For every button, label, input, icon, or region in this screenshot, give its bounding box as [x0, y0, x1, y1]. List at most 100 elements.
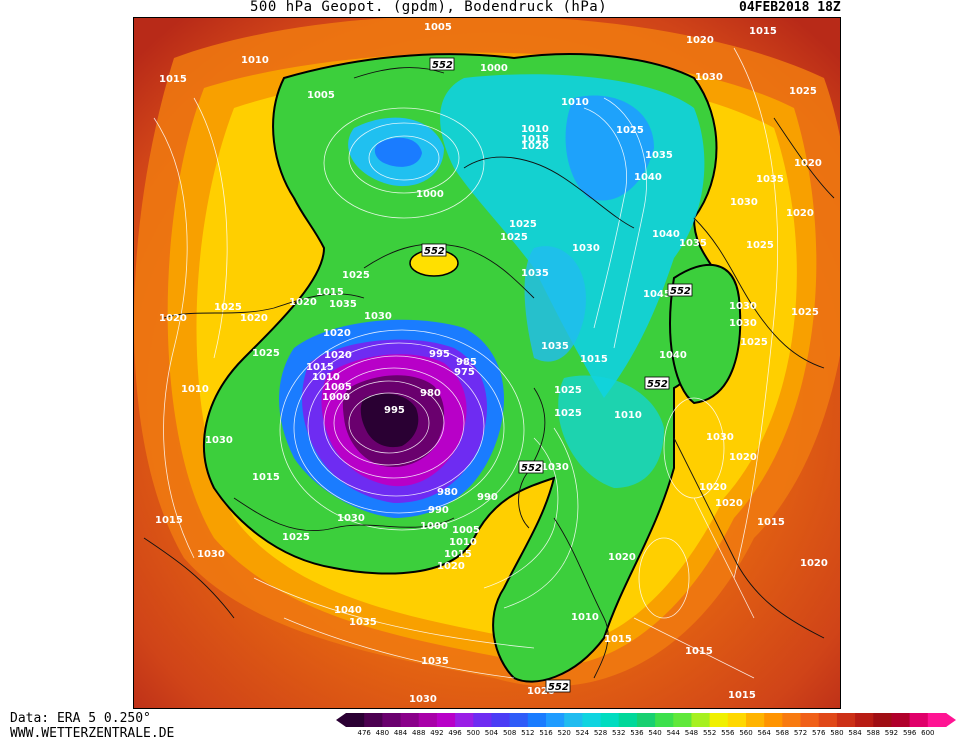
colorbar-tick-label: 540	[648, 729, 662, 737]
pressure-label: 1030	[572, 243, 600, 254]
pressure-label: 1015	[159, 74, 187, 85]
colorbar-swatch	[673, 713, 692, 727]
colorbar-swatch	[636, 713, 656, 727]
pressure-label: 1030	[205, 435, 233, 446]
footer-credits: Data: ERA 5 0.250° WWW.WETTERZENTRALE.DE	[10, 711, 174, 741]
pressure-label: 1025	[214, 302, 242, 313]
pressure-label: 1030	[337, 513, 365, 524]
colorbar-swatch	[927, 713, 947, 727]
pressure-label: 1005	[307, 90, 335, 101]
pressure-label: 1020	[159, 313, 187, 324]
pressure-label: 975	[454, 367, 475, 378]
pressure-label: 1015	[604, 634, 632, 645]
pressure-label: 1020	[289, 297, 317, 308]
pressure-label: 1020	[608, 552, 636, 563]
cold-region-arctic	[524, 246, 586, 362]
pressure-labels: 1005 1020 1015 1010 1015 1005 1000 1030 …	[155, 22, 828, 705]
pressure-label: 1015	[749, 26, 777, 37]
cold-core-west	[374, 137, 422, 167]
pressure-label: 1030	[730, 197, 758, 208]
pressure-label: 1025	[509, 219, 537, 230]
colorbar-swatch	[491, 713, 511, 727]
colorbar-tick-label: 480	[375, 729, 390, 737]
colorbar-swatch	[400, 713, 420, 727]
colorbar-tick-label: 520	[557, 729, 571, 737]
pressure-label: 1020	[521, 141, 549, 152]
pressure-label: 1010	[449, 537, 477, 548]
contour-552-labels: 552 552 552 552 552 552	[421, 57, 693, 693]
colorbar-swatch	[891, 713, 911, 727]
colorbar-tick-label: 584	[848, 729, 862, 737]
pressure-label: 1035	[349, 617, 377, 628]
pressure-label: 1005	[452, 525, 480, 536]
pressure-label: 1015	[685, 646, 713, 657]
pressure-label: 1035	[679, 238, 707, 249]
pressure-label: 1020	[323, 328, 351, 339]
pressure-label: 1010	[571, 612, 599, 623]
contour-label-552: 552	[521, 463, 542, 474]
colorbar-tick-label: 508	[502, 729, 517, 737]
colorbar-swatch	[855, 713, 874, 727]
colorbar-swatch	[527, 713, 547, 727]
coastlines	[143, 67, 835, 679]
pressure-label: 1020	[794, 158, 822, 169]
colorbar-swatch	[546, 713, 565, 727]
colorbar-swatch	[618, 713, 638, 727]
pressure-label: 1025	[746, 240, 774, 251]
pressure-label: 995	[384, 405, 405, 416]
colorbar-tick-label: 476	[357, 729, 371, 737]
colorbar-arrow-left	[336, 713, 346, 727]
pressure-label: 1010	[614, 410, 642, 421]
cold-region-siberia	[565, 95, 654, 201]
colorbar-tick-label: 556	[721, 729, 735, 737]
colorbar-swatch	[818, 713, 838, 727]
colorbar-ticks: 476 480 484 488 492 496 500 504 508 512 516 520 524 5…	[343, 729, 943, 741]
pressure-label: 1010	[521, 124, 549, 135]
pressure-label: 1025	[500, 232, 528, 243]
pressure-label: 1000	[480, 63, 508, 74]
pressure-label: 1010	[241, 55, 269, 66]
colorbar-tick-label: 580	[830, 729, 844, 737]
colorbar-tick-label: 560	[739, 729, 753, 737]
colorbar-swatch	[600, 713, 620, 727]
pressure-label: 980	[437, 487, 458, 498]
colorbar-swatch	[782, 713, 802, 727]
colorbar-tick-label: 548	[684, 729, 699, 737]
pressure-label: 1010	[181, 384, 209, 395]
contour-label-552: 552	[432, 60, 453, 71]
pressure-label: 1020	[715, 498, 743, 509]
pressure-label: 1035	[756, 174, 784, 185]
colorbar-swatch	[582, 713, 602, 727]
pressure-label: 1040	[634, 172, 662, 183]
colorbar	[336, 713, 956, 727]
pressure-label: 1030	[541, 462, 569, 473]
colorbar-tick-label: 528	[593, 729, 608, 737]
pressure-label: 1025	[740, 337, 768, 348]
pressure-label: 1025	[342, 270, 370, 281]
colorbar-swatch	[364, 713, 383, 727]
colorbar-tick-label: 600	[921, 729, 935, 737]
colorbar-swatch	[727, 713, 747, 727]
pressure-label: 1030	[729, 301, 757, 312]
colorbar-swatch	[800, 713, 820, 727]
pressure-label: 1015	[444, 549, 472, 560]
pressure-label: 990	[428, 505, 449, 516]
data-source: Data: ERA 5 0.250°	[10, 711, 151, 726]
pressure-label: 1020	[786, 208, 814, 219]
pressure-label: 1020	[729, 452, 757, 463]
colorbar-tick-label: 576	[812, 729, 826, 737]
contour-label-552: 552	[647, 379, 668, 390]
pressure-label: 1015	[252, 472, 280, 483]
colorbar-tick-label: 588	[866, 729, 880, 737]
pressure-label: 1000	[322, 392, 350, 403]
valid-date: 04FEB2018 18Z	[739, 0, 841, 15]
atlantic-region	[558, 375, 664, 488]
pressure-label: 1040	[659, 350, 687, 361]
pressure-label: 1030	[409, 694, 437, 705]
colorbar-tick-label: 504	[484, 729, 499, 737]
colorbar-swatch	[346, 713, 365, 727]
colorbar-tick-label: 536	[630, 729, 644, 737]
colorbar-swatch	[382, 713, 402, 727]
colorbar-swatch	[691, 713, 711, 727]
colorbar-swatch	[873, 713, 892, 727]
